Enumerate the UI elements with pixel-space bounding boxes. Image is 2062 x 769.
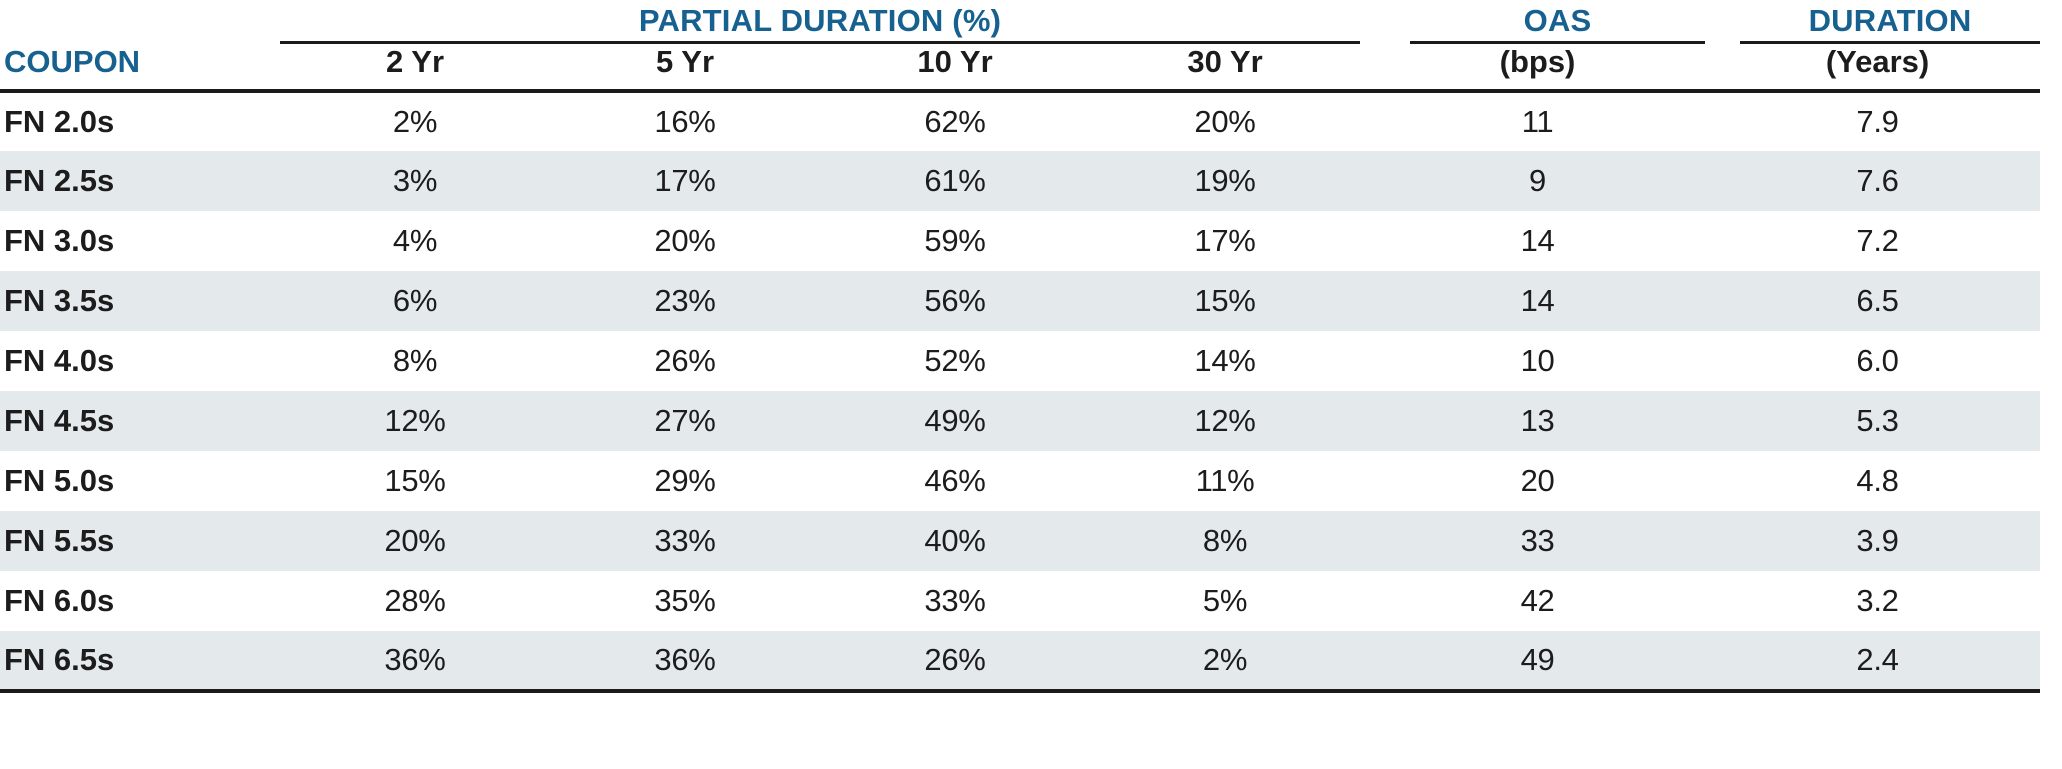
value-cell-yr5: 36% [550, 631, 820, 693]
value-cell-oas: 10 [1520, 343, 1555, 378]
value-cell-duration: 6.5 [1856, 283, 1899, 318]
value-cell-oas: 14 [1520, 283, 1555, 318]
value-cell-yr30: 14% [1194, 343, 1256, 378]
value-cell-yr10: 52% [924, 343, 986, 378]
group-header-partial-duration-cell: PARTIAL DURATION (%) [280, 0, 1361, 44]
value-cell-yr2: 28% [384, 583, 446, 618]
coupon-cell: FN 5.0s [4, 463, 115, 498]
table-row: FN 6.5s 36% 36% 26% 2% 49 2.4 [0, 631, 2041, 693]
coupon-cell: FN 3.0s [4, 223, 115, 258]
value-cell-yr5: 27% [654, 403, 716, 438]
column-header-5yr: 5 Yr [550, 44, 820, 93]
value-cell-duration: 2.4 [1715, 631, 2041, 693]
value-cell-duration: 7.2 [1856, 223, 1899, 258]
value-cell-yr10: 40% [924, 523, 986, 558]
column-header-row: COUPON 2 Yr 5 Yr 10 Yr 30 Yr (bps) (Year… [0, 44, 2041, 93]
coupon-cell: FN 2.0s [4, 104, 115, 139]
value-cell-yr30: 15% [1194, 283, 1256, 318]
value-cell-yr2: 8% [392, 343, 438, 378]
value-cell-yr2: 20% [384, 523, 446, 558]
value-cell-oas: 33 [1520, 523, 1555, 558]
value-cell-yr2: 4% [392, 223, 438, 258]
value-cell-yr2: 3% [392, 163, 438, 198]
value-cell-duration: 7.6 [1856, 163, 1899, 198]
column-header-duration-unit: (Years) [1715, 44, 2041, 93]
column-header-2yr: 2 Yr [280, 44, 550, 93]
value-cell-oas: 14 [1520, 223, 1555, 258]
value-cell-yr10: 49% [924, 403, 986, 438]
table-row: FN 4.0s 8% 26% 52% 14% 10 6.0 [0, 331, 2040, 391]
value-cell-duration: 5.3 [1856, 403, 1899, 438]
value-cell-yr5: 33% [654, 523, 716, 558]
value-cell-yr30: 8% [1202, 523, 1248, 558]
value-cell-duration: 3.2 [1856, 583, 1899, 618]
value-cell-oas: 9 [1529, 163, 1546, 198]
column-header-oas-unit: (bps) [1360, 44, 1716, 93]
value-cell-yr30: 17% [1194, 223, 1256, 258]
value-cell-yr5: 20% [654, 223, 716, 258]
group-header-partial-duration: PARTIAL DURATION (%) [280, 0, 1361, 44]
value-cell-yr2: 36% [280, 631, 550, 693]
value-cell-yr30: 2% [1090, 631, 1361, 693]
value-cell-yr30: 19% [1194, 163, 1256, 198]
value-cell-yr5: 17% [654, 163, 716, 198]
value-cell-yr2: 12% [384, 403, 446, 438]
table-row: FN 5.0s 15% 29% 46% 11% 20 4.8 [0, 451, 2040, 511]
table-row: FN 6.0s 28% 35% 33% 5% 42 3.2 [0, 571, 2040, 631]
coupon-cell: FN 4.5s [4, 403, 115, 438]
coupon-cell: FN 2.5s [4, 163, 115, 198]
column-header-coupon: COUPON [0, 44, 280, 93]
coupon-cell: FN 5.5s [4, 523, 115, 558]
value-cell-oas: 11 [1521, 104, 1554, 139]
coupon-cell: FN 3.5s [4, 283, 115, 318]
group-header-oas: OAS [1410, 0, 1706, 44]
value-cell-duration: 4.8 [1856, 463, 1899, 498]
coupon-cell: FN 6.0s [4, 583, 115, 618]
group-header-oas-cell: OAS [1360, 0, 1715, 44]
value-cell-yr30: 20% [1194, 104, 1256, 139]
table-row: FN 3.5s 6% 23% 56% 15% 14 6.5 [0, 271, 2041, 331]
table-row: FN 2.0s 2% 16% 62% 20% 11 7.9 [0, 91, 2040, 151]
value-cell-oas: 13 [1520, 403, 1555, 438]
group-header-row: PARTIAL DURATION (%) OAS DURATION [0, 0, 2041, 44]
value-cell-yr10: 61% [924, 163, 986, 198]
value-cell-yr10: 56% [924, 283, 986, 318]
value-cell-yr30: 12% [1194, 403, 1256, 438]
table-row: FN 2.5s 3% 17% 61% 19% 9 7.6 [0, 151, 2041, 211]
value-cell-yr2: 2% [392, 104, 438, 139]
column-header-30yr: 30 Yr [1090, 44, 1361, 93]
value-cell-oas: 42 [1520, 583, 1555, 618]
value-cell-yr5: 23% [654, 283, 716, 318]
value-cell-yr10: 26% [820, 631, 1090, 693]
value-cell-yr5: 26% [654, 343, 716, 378]
value-cell-yr2: 15% [384, 463, 446, 498]
value-cell-yr2: 6% [392, 283, 438, 318]
table-row: FN 4.5s 12% 27% 49% 12% 13 5.3 [0, 391, 2041, 451]
table-row: FN 3.0s 4% 20% 59% 17% 14 7.2 [0, 211, 2040, 271]
value-cell-yr5: 29% [654, 463, 716, 498]
table-row: FN 5.5s 20% 33% 40% 8% 33 3.9 [0, 511, 2041, 571]
value-cell-yr5: 16% [654, 104, 716, 139]
value-cell-duration: 3.9 [1856, 523, 1899, 558]
value-cell-yr5: 35% [654, 583, 716, 618]
value-cell-yr10: 33% [924, 583, 986, 618]
value-cell-duration: 7.9 [1856, 104, 1899, 139]
value-cell-duration: 6.0 [1856, 343, 1899, 378]
table-header: PARTIAL DURATION (%) OAS DURATION COUPON… [0, 0, 2041, 93]
coupon-cell: FN 6.5s [0, 631, 280, 693]
value-cell-oas: 49 [1360, 631, 1716, 693]
column-header-10yr: 10 Yr [820, 44, 1090, 93]
value-cell-yr10: 62% [924, 104, 986, 139]
group-header-duration: DURATION [1740, 0, 2041, 44]
group-header-duration-cell: DURATION [1715, 0, 2041, 44]
value-cell-yr30: 11% [1195, 463, 1255, 498]
coupon-partial-duration-table: PARTIAL DURATION (%) OAS DURATION COUPON… [0, 0, 2041, 693]
table-body: FN 2.0s 2% 16% 62% 20% 11 7.9 FN 2.5s 3% 17% 61% 19… [0, 91, 2041, 693]
coupon-cell: FN 4.0s [4, 343, 115, 378]
value-cell-oas: 20 [1520, 463, 1555, 498]
value-cell-yr10: 46% [924, 463, 986, 498]
value-cell-yr10: 59% [924, 223, 986, 258]
value-cell-yr30: 5% [1202, 583, 1248, 618]
group-header-empty [0, 0, 280, 44]
